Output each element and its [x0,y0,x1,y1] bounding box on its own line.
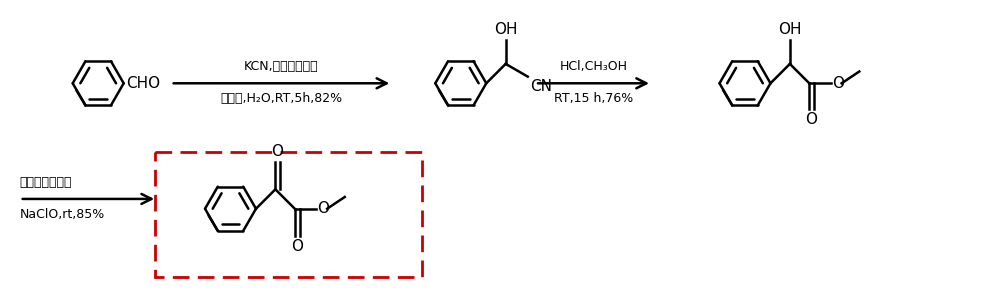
Text: 氯化铵,H₂O,RT,5h,82%: 氯化铵,H₂O,RT,5h,82% [220,92,343,105]
Text: CHO: CHO [127,76,161,91]
Text: OH: OH [494,23,517,38]
Text: O: O [805,112,817,127]
Text: O: O [832,76,844,91]
Text: CN: CN [530,79,552,93]
Text: OH: OH [778,23,802,38]
Text: HCl,CH₃OH: HCl,CH₃OH [559,60,627,74]
Text: O: O [291,239,303,254]
Text: KCN,甲基叔丁基醚: KCN,甲基叔丁基醚 [244,60,319,74]
Text: RT,15 h,76%: RT,15 h,76% [554,92,633,105]
Text: O: O [317,201,329,216]
Text: O: O [271,144,283,159]
Bar [155,152,422,277]
Text: 四丁基硫酸氢铵: 四丁基硫酸氢铵 [20,176,72,189]
Text: NaClO,rt,85%: NaClO,rt,85% [20,208,105,221]
